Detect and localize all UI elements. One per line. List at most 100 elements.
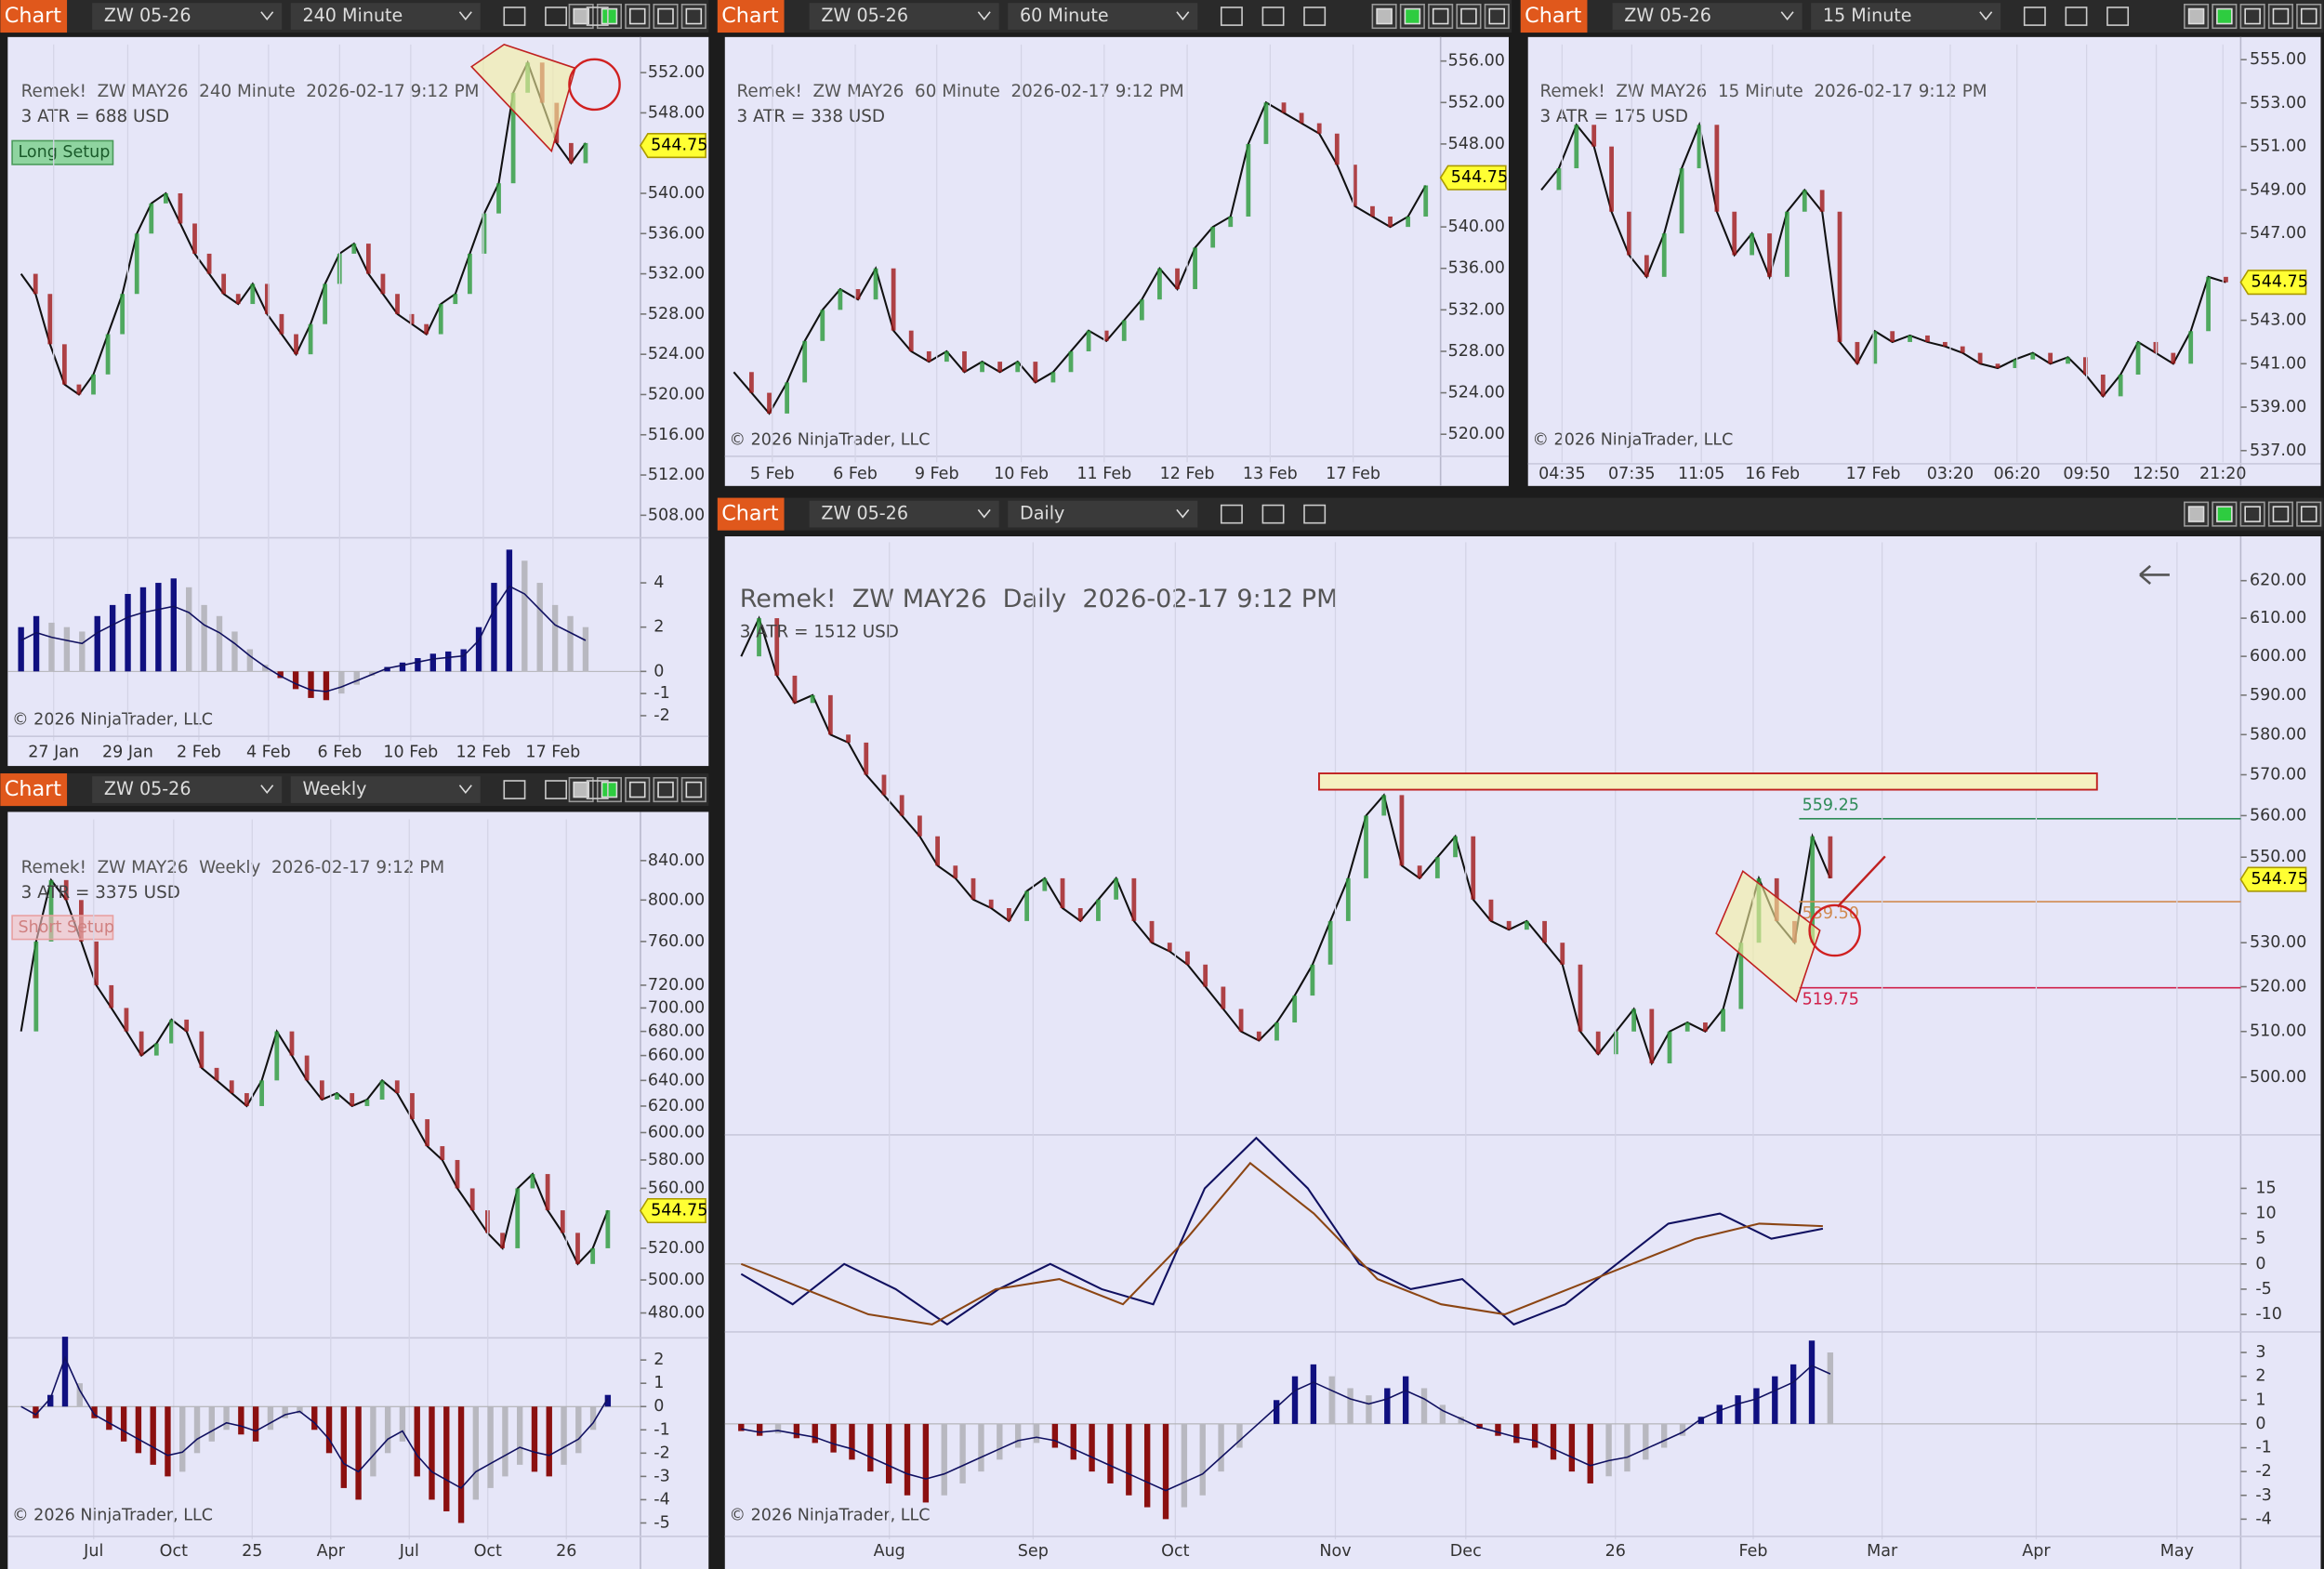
y-tick-label: 540.00 (1448, 218, 1505, 236)
flag-zone (1715, 869, 1821, 1003)
candle-body (1488, 899, 1494, 921)
signal-line (741, 1365, 1831, 1492)
candle-body (206, 253, 212, 274)
toolbar-icon[interactable] (1220, 7, 1243, 26)
setup-label: Short Setup (18, 918, 114, 937)
candle-body (1370, 205, 1375, 217)
close-button[interactable] (2296, 501, 2322, 527)
toolbar-icon[interactable] (586, 7, 609, 26)
window-button[interactable] (2267, 501, 2293, 527)
oscillator-line (740, 1136, 1824, 1326)
instrument-dropdown[interactable] (1612, 3, 1802, 30)
candle-body (63, 879, 69, 901)
histogram-bar (384, 1406, 391, 1454)
interval-dropdown[interactable] (290, 3, 481, 30)
toolbar-icon[interactable] (545, 7, 568, 26)
candle-body (971, 877, 976, 900)
histogram-bar (33, 615, 40, 672)
price-line (1540, 121, 2226, 399)
close-button[interactable] (2296, 3, 2322, 30)
window-button[interactable] (1456, 3, 1482, 30)
histogram-bar (1328, 1376, 1335, 1424)
window-button[interactable] (1428, 3, 1454, 30)
histogram-bar (561, 1406, 567, 1465)
histogram-bar (216, 615, 223, 672)
candle-body (944, 350, 949, 363)
histogram-bar (491, 583, 497, 672)
x-tick-label: Oct (160, 1542, 188, 1561)
toolbar-icon[interactable] (1261, 7, 1285, 26)
chart-button[interactable] (717, 497, 785, 531)
toolbar-icon[interactable] (1220, 504, 1243, 524)
x-tick-label: 11:05 (1678, 465, 1724, 483)
candle-body (510, 92, 516, 184)
chart-button[interactable] (0, 0, 68, 33)
interval-dropdown[interactable] (1811, 3, 2001, 30)
window-button[interactable] (625, 777, 651, 803)
toolbar-icon[interactable] (1261, 504, 1285, 524)
candle-body (1292, 995, 1298, 1023)
candle-body (139, 1031, 144, 1056)
window-button-icon (2272, 506, 2290, 522)
toolbar-icon[interactable] (503, 7, 526, 26)
chart-button[interactable] (717, 0, 785, 33)
window-button[interactable] (2239, 501, 2265, 527)
window-button-icon (2272, 7, 2290, 25)
toolbar-icon[interactable] (1303, 504, 1327, 524)
histogram-bar (487, 1406, 494, 1488)
chart-button[interactable] (1520, 0, 1588, 33)
histogram-bar (48, 622, 55, 672)
candle-body (820, 310, 825, 341)
toolbar-icon[interactable] (1303, 7, 1327, 26)
y-tick-label: 512.00 (648, 466, 705, 484)
instrument-dropdown[interactable] (809, 500, 999, 528)
interval-dropdown[interactable] (290, 776, 481, 803)
histogram-bar (738, 1423, 745, 1431)
toolbar-icon[interactable] (2065, 7, 2088, 26)
y-tick-label: 640.00 (648, 1071, 705, 1089)
atr-label: 3 ATR = 1512 USD (740, 623, 899, 642)
candle-body (926, 350, 931, 363)
window-button[interactable] (625, 3, 651, 30)
instrument-dropdown[interactable] (92, 3, 283, 30)
instrument-dropdown[interactable] (92, 776, 283, 803)
candle-body (2135, 341, 2141, 375)
candle-body (1684, 1022, 1690, 1032)
chart-button[interactable] (0, 773, 68, 807)
candle-body (873, 268, 878, 300)
resistance-box (1318, 772, 2098, 791)
interval-dropdown[interactable] (1008, 500, 1198, 528)
close-button[interactable] (680, 3, 706, 30)
toolbar-icon[interactable] (545, 780, 568, 799)
window-button[interactable] (653, 777, 679, 803)
toolbar-icon[interactable] (503, 780, 526, 799)
toolbar-icon[interactable] (2023, 7, 2046, 26)
histogram-bar (323, 671, 330, 701)
window-button[interactable] (2267, 3, 2293, 30)
close-button[interactable] (1484, 3, 1510, 30)
y-tick-label: 541.00 (2250, 354, 2306, 373)
last-price-badge (639, 133, 706, 159)
instrument-label: ZW 05-26 (821, 503, 908, 524)
toolbar-icon[interactable] (2106, 7, 2130, 26)
candle-body (1767, 233, 1772, 277)
toolbar-icon[interactable] (586, 780, 609, 799)
candle-body (2013, 359, 2018, 368)
y-tick-label: 4 (654, 574, 664, 592)
instrument-dropdown[interactable] (809, 3, 999, 30)
candle-body (2066, 357, 2070, 364)
window-button[interactable] (2239, 3, 2265, 30)
window-button[interactable] (653, 3, 679, 30)
interval-dropdown[interactable] (1008, 3, 1198, 30)
y-tick-label: -3 (654, 1467, 669, 1485)
histogram-bar (109, 604, 116, 672)
histogram-bar (575, 1406, 582, 1454)
candle-body (365, 244, 371, 274)
candle-body (1560, 943, 1565, 965)
close-button[interactable] (680, 777, 706, 803)
window-button-icon (2300, 506, 2317, 522)
x-tick-label: 27 Jan (28, 744, 79, 762)
back-arrow[interactable] (2139, 564, 2170, 585)
